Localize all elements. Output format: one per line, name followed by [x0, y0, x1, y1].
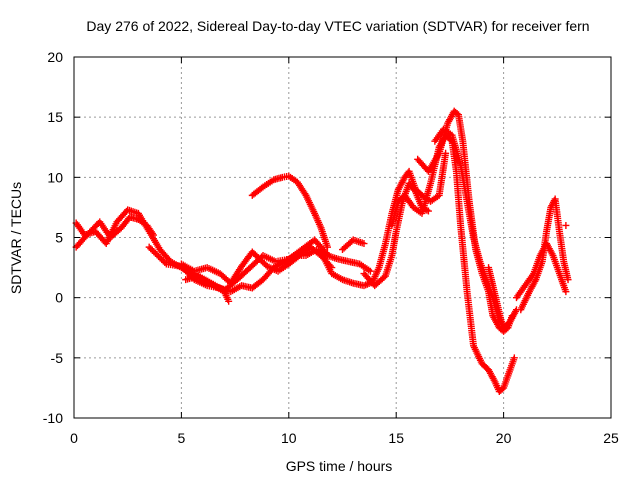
- data-point: [147, 245, 155, 253]
- x-tick-label: 15: [388, 430, 404, 446]
- x-tick-label: 20: [496, 430, 512, 446]
- data-point: [159, 257, 167, 265]
- series-track-16: [562, 221, 570, 229]
- x-tick-label: 0: [70, 430, 78, 446]
- data-point: [360, 240, 368, 248]
- data-point: [150, 248, 158, 256]
- data-points: [72, 107, 572, 396]
- chart-title: Day 276 of 2022, Sidereal Day-to-day VTE…: [86, 18, 589, 34]
- series-track-8: [339, 236, 368, 254]
- data-point: [510, 354, 518, 362]
- series-track-15: [517, 195, 572, 314]
- data-point: [366, 267, 374, 275]
- y-tick-label: 10: [47, 169, 63, 185]
- data-point: [145, 243, 153, 251]
- data-point: [562, 221, 570, 229]
- data-point: [151, 249, 159, 257]
- data-point: [323, 243, 331, 251]
- data-point: [497, 318, 505, 326]
- series-track-6: [248, 172, 331, 251]
- y-tick-label: -10: [43, 410, 63, 426]
- series-track-5: [182, 236, 331, 294]
- series-track-13: [485, 264, 505, 326]
- series-track-2: [72, 213, 157, 251]
- x-axis-label: GPS time / hours: [286, 458, 393, 474]
- series-track-7: [317, 149, 450, 290]
- y-tick-label: 5: [55, 230, 63, 246]
- y-tick-label: 15: [47, 109, 63, 125]
- data-point: [564, 276, 572, 284]
- data-point: [442, 149, 450, 157]
- data-point: [148, 229, 156, 237]
- y-tick-label: -5: [51, 350, 64, 366]
- x-tick-label: 5: [178, 430, 186, 446]
- data-point: [158, 255, 166, 263]
- data-point: [148, 246, 156, 254]
- y-axis-label: SDTVAR / TECUs: [8, 182, 24, 294]
- data-point: [161, 258, 169, 266]
- data-point: [149, 231, 157, 239]
- data-point: [155, 252, 163, 260]
- y-tick-label: 0: [55, 290, 63, 306]
- x-tick-label: 10: [281, 430, 297, 446]
- data-point: [322, 249, 330, 257]
- y-tick-label: 20: [47, 49, 63, 65]
- data-point: [156, 254, 164, 262]
- data-point: [562, 288, 570, 296]
- x-tick-label: 25: [603, 430, 619, 446]
- series-track-10: [388, 131, 518, 396]
- axis-ticks: 0 5 10 15 20 25 -10 -5 0 5 10 15 20: [43, 49, 619, 446]
- data-point: [424, 207, 432, 215]
- data-point: [153, 251, 161, 259]
- data-point: [225, 297, 233, 305]
